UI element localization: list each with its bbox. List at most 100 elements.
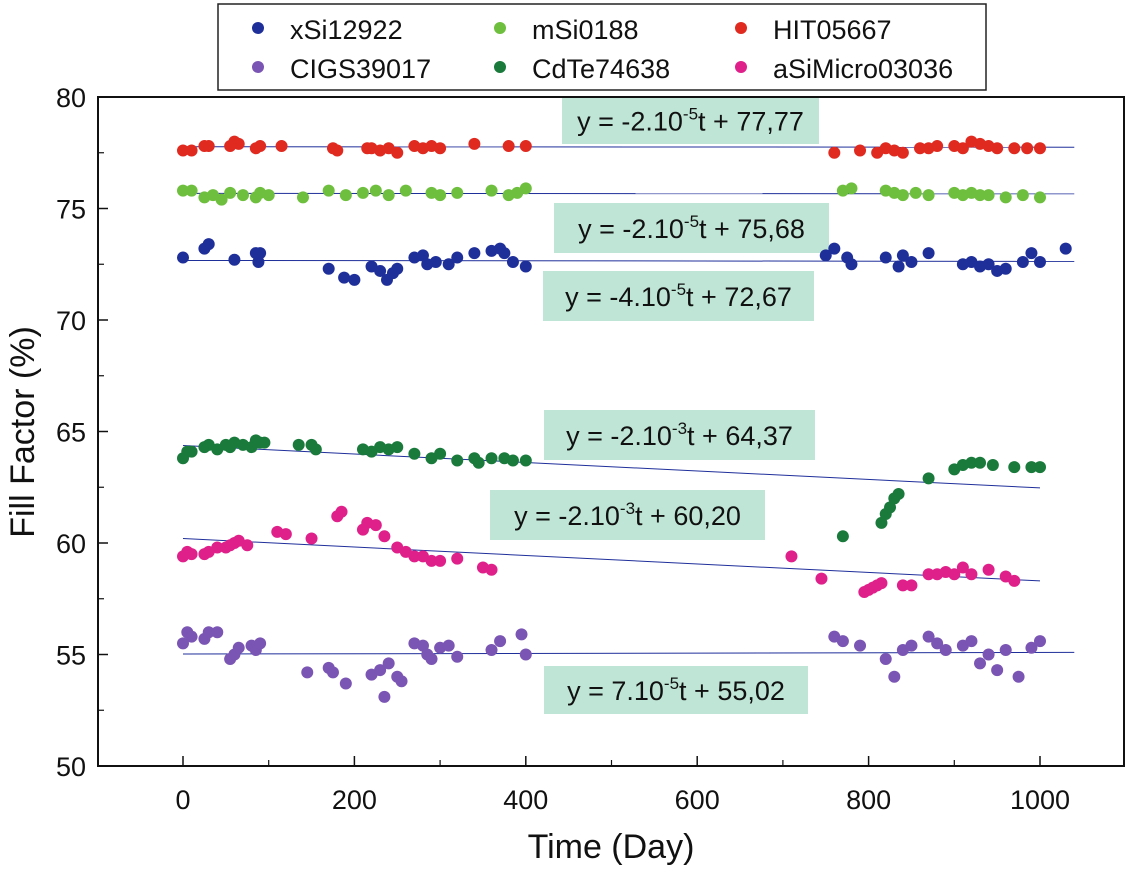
legend: xSi12922 mSi0188 HIT05667 CIGS39017 CdTe7463… bbox=[217, 3, 987, 91]
legend-marker bbox=[252, 61, 264, 73]
data-point-HIT05667 bbox=[828, 146, 841, 159]
data-point-xSi12922 bbox=[442, 258, 455, 271]
data-point-mSi0188 bbox=[262, 189, 275, 202]
fit-equation-main: y = 7.10 bbox=[567, 676, 664, 706]
data-point-CIGS39017 bbox=[378, 690, 391, 703]
data-point-CIGS39017 bbox=[879, 652, 892, 665]
fit-equation: y = -2.10-3t + 60,20 bbox=[514, 499, 741, 531]
data-point-aSiMicro03036 bbox=[211, 541, 224, 554]
data-point-CIGS39017 bbox=[515, 628, 528, 641]
data-point-HIT05667 bbox=[519, 140, 532, 153]
fit-equation-tail: t + 60,20 bbox=[635, 501, 741, 531]
data-point-HIT05667 bbox=[185, 144, 198, 157]
x-axis: 0 200 400 600 800 1000 bbox=[175, 756, 1070, 815]
data-point-xSi12922 bbox=[322, 262, 335, 275]
data-point-mSi0188 bbox=[382, 189, 395, 202]
fit-equation-box bbox=[544, 666, 808, 714]
fit-equation-main: y = -4.10 bbox=[565, 282, 671, 312]
x-tick-label: 600 bbox=[675, 785, 720, 815]
data-point-mSi0188 bbox=[369, 184, 382, 197]
fit-equation-exponent: -5 bbox=[671, 280, 686, 299]
data-point-aSiMicro03036 bbox=[425, 554, 438, 567]
data-point-aSiMicro03036 bbox=[279, 528, 292, 541]
y-tick-label: 80 bbox=[56, 83, 86, 113]
data-point-xSi12922 bbox=[252, 256, 265, 269]
fit-equation-box bbox=[544, 410, 815, 460]
data-point-CIGS39017 bbox=[1025, 641, 1038, 654]
y-tick-label: 75 bbox=[56, 195, 86, 225]
data-point-CdTe74638 bbox=[1008, 461, 1021, 474]
data-point-HIT05667 bbox=[1034, 142, 1046, 155]
y-axis: 50 55 60 65 70 75 80 bbox=[56, 83, 108, 782]
legend-label: aSiMicro03036 bbox=[773, 54, 953, 84]
data-point-HIT05667 bbox=[254, 140, 267, 153]
data-point-xSi12922 bbox=[982, 258, 995, 271]
data-point-CIGS39017 bbox=[339, 677, 352, 690]
data-point-xSi12922 bbox=[391, 262, 404, 275]
data-point-CIGS39017 bbox=[991, 664, 1004, 677]
fit-line bbox=[182, 259, 1075, 262]
data-point-aSiMicro03036 bbox=[982, 563, 995, 576]
data-point-mSi0188 bbox=[982, 189, 995, 202]
fit-equation-box bbox=[490, 490, 765, 540]
data-point-CdTe74638 bbox=[408, 447, 421, 460]
data-point-CIGS39017 bbox=[451, 650, 464, 663]
data-point-HIT05667 bbox=[1021, 142, 1034, 155]
data-point-HIT05667 bbox=[434, 142, 447, 155]
data-point-xSi12922 bbox=[1059, 242, 1072, 255]
fit-equation-main: y = -2.10 bbox=[566, 421, 672, 451]
data-point-xSi12922 bbox=[506, 256, 519, 269]
data-point-xSi12922 bbox=[519, 260, 532, 273]
y-axis-title: Fill Factor (%) bbox=[4, 326, 42, 538]
legend-marker bbox=[252, 22, 264, 34]
data-point-CdTe74638 bbox=[391, 441, 404, 454]
data-point-CdTe74638 bbox=[1025, 461, 1038, 474]
fit-equation-box bbox=[562, 97, 819, 144]
data-point-HIT05667 bbox=[391, 146, 404, 159]
fit-line bbox=[182, 538, 1041, 582]
data-point-HIT05667 bbox=[468, 137, 481, 150]
y-tick-label: 65 bbox=[56, 418, 86, 448]
x-axis-title: Time (Day) bbox=[528, 828, 695, 866]
data-point-aSiMicro03036 bbox=[815, 572, 828, 585]
fit-equation-box bbox=[543, 271, 814, 321]
y-tick-label: 60 bbox=[56, 529, 86, 559]
fit-equation-main: y = -2.10 bbox=[578, 214, 684, 244]
x-tick-label: 200 bbox=[332, 785, 377, 815]
data-point-CIGS39017 bbox=[485, 644, 498, 657]
data-point-xSi12922 bbox=[905, 256, 918, 269]
data-point-CdTe74638 bbox=[292, 438, 305, 451]
data-point-xSi12922 bbox=[828, 242, 841, 255]
data-point-CIGS39017 bbox=[931, 637, 944, 650]
fit-equation: y = -2.10-5t + 75,68 bbox=[578, 212, 805, 244]
data-point-aSiMicro03036 bbox=[241, 539, 254, 552]
data-point-aSiMicro03036 bbox=[948, 568, 961, 581]
data-point-aSiMicro03036 bbox=[922, 568, 935, 581]
data-point-aSiMicro03036 bbox=[896, 579, 909, 592]
data-point-CdTe74638 bbox=[836, 530, 849, 543]
data-point-HIT05667 bbox=[956, 142, 969, 155]
data-point-HIT05667 bbox=[991, 142, 1004, 155]
data-point-CIGS39017 bbox=[442, 639, 455, 652]
data-point-CdTe74638 bbox=[434, 447, 447, 460]
data-point-CdTe74638 bbox=[485, 452, 498, 465]
legend-marker bbox=[494, 61, 506, 73]
data-point-CIGS39017 bbox=[211, 626, 224, 639]
data-point-mSi0188 bbox=[1016, 189, 1029, 202]
data-point-aSiMicro03036 bbox=[785, 550, 798, 563]
legend-label: mSi0188 bbox=[532, 15, 639, 45]
data-point-mSi0188 bbox=[845, 182, 858, 195]
data-point-CIGS39017 bbox=[836, 635, 849, 648]
fit-equation-boxes: y = -2.10-5t + 77,77y = -2.10-5t + 75,68… bbox=[490, 97, 829, 714]
data-point-mSi0188 bbox=[215, 193, 228, 206]
legend-marker bbox=[735, 22, 747, 34]
data-point-CdTe74638 bbox=[892, 487, 905, 500]
fit-equation-main: y = -2.10 bbox=[514, 501, 620, 531]
y-tick-label: 55 bbox=[56, 641, 86, 671]
data-point-CIGS39017 bbox=[416, 639, 429, 652]
data-point-CIGS39017 bbox=[177, 637, 189, 650]
data-point-mSi0188 bbox=[339, 189, 352, 202]
legend-marker bbox=[494, 22, 506, 34]
data-point-xSi12922 bbox=[338, 271, 351, 284]
data-point-xSi12922 bbox=[845, 258, 858, 271]
